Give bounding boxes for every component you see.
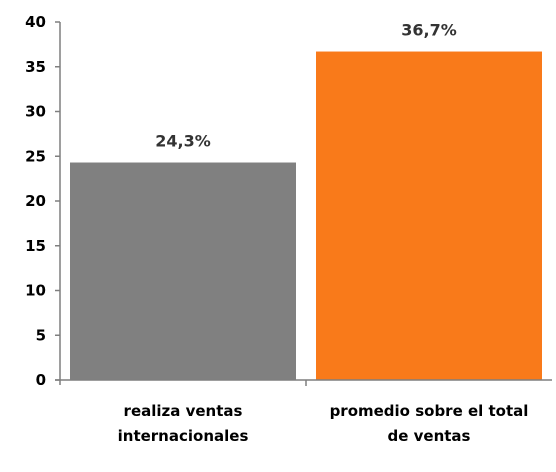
bar-2 xyxy=(316,51,542,380)
y-tick-label: 40 xyxy=(25,13,46,31)
category-label-2: promedio sobre el total de ventas xyxy=(330,402,529,445)
y-tick-label: 0 xyxy=(36,371,46,389)
category-label-line: realiza ventas xyxy=(124,402,243,420)
category-label-line: de ventas xyxy=(388,427,471,445)
y-tick-label: 15 xyxy=(25,237,46,255)
data-label-2: 36,7% xyxy=(401,21,457,40)
bars xyxy=(70,51,542,380)
data-label-1: 24,3% xyxy=(155,132,211,151)
y-tick-label: 10 xyxy=(25,282,46,300)
bar-1 xyxy=(70,162,296,380)
category-label-line: promedio sobre el total xyxy=(330,402,529,420)
y-tick-label: 35 xyxy=(25,58,46,76)
y-tick-label: 5 xyxy=(36,326,46,344)
category-labels: realiza ventas internacionales promedio so… xyxy=(118,402,529,445)
y-tick-label: 20 xyxy=(25,192,46,210)
y-axis-ticks: 0 5 10 15 20 25 30 35 40 xyxy=(25,13,60,389)
y-tick-label: 25 xyxy=(25,147,46,165)
category-label-line: internacionales xyxy=(118,427,249,445)
data-labels: 24,3% 36,7% xyxy=(155,21,457,151)
y-tick-label: 30 xyxy=(25,103,46,121)
category-label-1: realiza ventas internacionales xyxy=(118,402,249,445)
